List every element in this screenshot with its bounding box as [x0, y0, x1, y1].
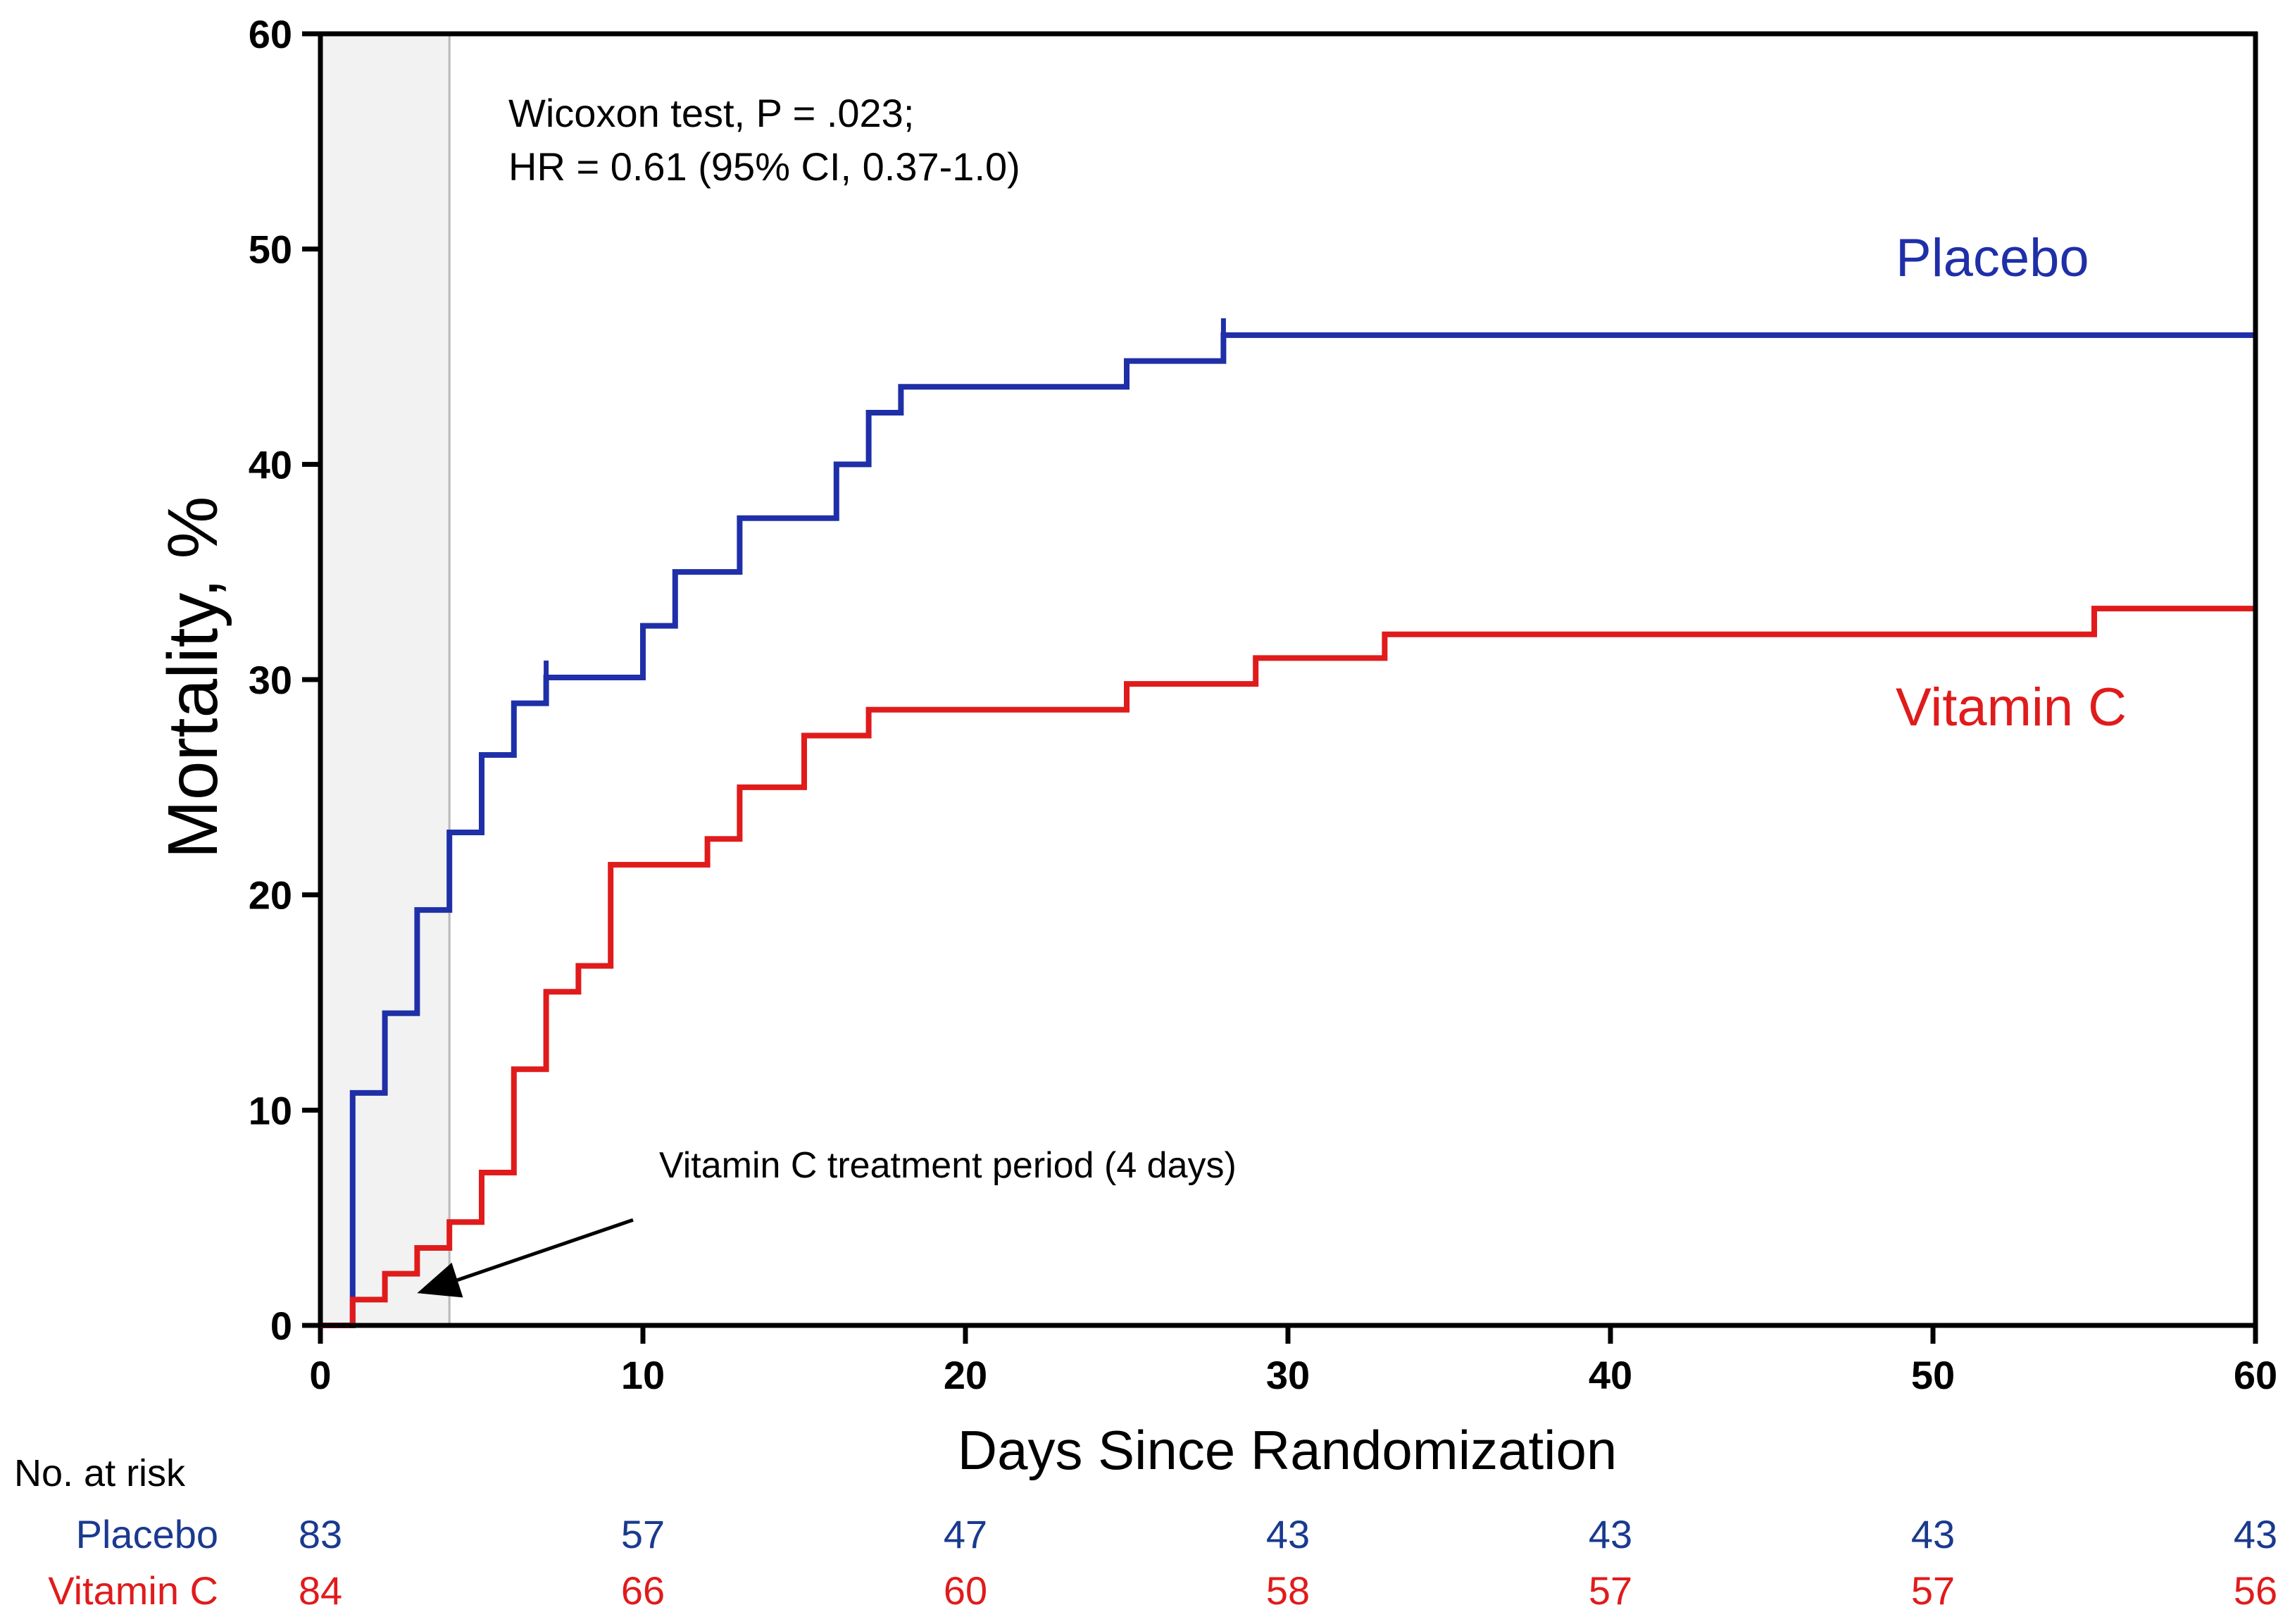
risk-row-label: Vitamin C [48, 1568, 218, 1613]
legend-placebo-label: Placebo [1896, 228, 2089, 288]
risk-count: 58 [1266, 1568, 1310, 1613]
risk-count: 43 [1589, 1512, 1632, 1556]
risk-count: 43 [1266, 1512, 1310, 1556]
risk-count: 83 [299, 1512, 342, 1556]
series-placebo-curve [320, 332, 2255, 1328]
x-tick-label: 10 [621, 1353, 665, 1397]
risk-count: 84 [299, 1568, 342, 1613]
risk-count: 66 [621, 1568, 665, 1613]
stats-annotation-line-1: Wicoxon test, P = .023; [508, 91, 914, 135]
risk-count: 57 [1589, 1568, 1632, 1613]
risk-count: 60 [944, 1568, 987, 1613]
risk-row-label: Placebo [76, 1512, 218, 1556]
y-tick-label: 0 [270, 1304, 292, 1348]
x-tick-label: 0 [309, 1353, 331, 1397]
treatment-period-shade [320, 34, 450, 1325]
y-axis-label: Mortality, % [154, 496, 232, 859]
stats-annotation-line-2: HR = 0.61 (95% CI, 0.37-1.0) [508, 144, 1020, 189]
x-tick-label: 50 [1911, 1353, 1955, 1397]
risk-count: 57 [621, 1512, 665, 1556]
x-tick-label: 20 [944, 1353, 987, 1397]
y-tick-label: 50 [249, 227, 292, 272]
treatment-period-annotation: Vitamin C treatment period (4 days) [659, 1145, 1237, 1186]
x-tick-label: 40 [1589, 1353, 1632, 1397]
y-tick-label: 60 [249, 12, 292, 56]
y-tick-label: 10 [249, 1088, 292, 1132]
y-tick-label: 20 [249, 873, 292, 918]
series-vitamin-c-curve [320, 606, 2255, 1328]
risk-table-title: No. at risk [14, 1452, 186, 1494]
x-axis-label: Days Since Randomization [958, 1419, 1617, 1481]
x-tick-label: 30 [1266, 1353, 1310, 1397]
risk-count: 43 [2234, 1512, 2277, 1556]
legend-vitamin-c-label: Vitamin C [1896, 677, 2127, 737]
risk-count: 57 [1911, 1568, 1955, 1613]
risk-count: 43 [1911, 1512, 1955, 1556]
y-tick-label: 40 [249, 442, 292, 487]
risk-count: 56 [2234, 1568, 2277, 1613]
treatment-period-arrow [456, 1218, 634, 1282]
y-tick-label: 30 [249, 658, 292, 702]
treatment-period-arrowhead [417, 1262, 463, 1298]
risk-count: 47 [944, 1512, 987, 1556]
x-tick-label: 60 [2234, 1353, 2277, 1397]
